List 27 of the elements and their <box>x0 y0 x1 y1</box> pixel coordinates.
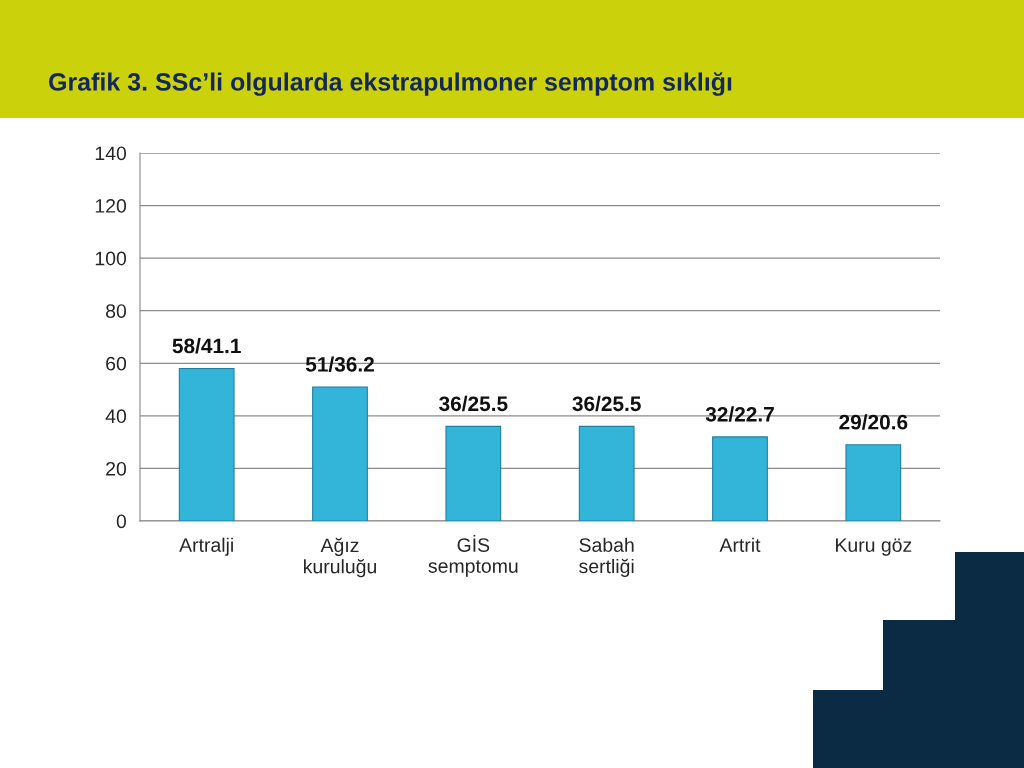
y-tick-label: 120 <box>95 199 127 213</box>
data-label: 58/41.1 <box>172 338 241 354</box>
bar <box>712 436 768 521</box>
y-tick-label: 80 <box>106 304 127 318</box>
y-tick-label: 20 <box>106 461 127 476</box>
data-label: 36/25.5 <box>572 395 641 412</box>
y-tick-label: 140 <box>95 146 127 161</box>
data-label: 51/36.2 <box>305 356 374 372</box>
bar <box>845 444 902 521</box>
bar <box>312 386 368 521</box>
y-tick-label: 100 <box>95 251 127 266</box>
y-tick-label: 40 <box>105 409 127 424</box>
data-label: 29/20.6 <box>839 414 908 430</box>
x-tick-label: Artrit <box>719 537 761 552</box>
chart-title: Grafik 3. SSc’li olgularda ekstrapulmoner semptom sıklığı <box>49 72 732 96</box>
bar <box>445 425 502 521</box>
x-tick-label: Kuru göz <box>836 538 912 556</box>
x-tick-label: Ağız kuruluğu <box>304 537 376 578</box>
y-tick-label: 0 <box>116 514 127 529</box>
data-label: 36/25.5 <box>439 395 508 412</box>
y-tick-label: 60 <box>106 356 127 371</box>
x-tick-label: GİS semptomu <box>428 534 518 577</box>
data-label: 32/22.7 <box>705 406 774 422</box>
x-tick-label: Sabah sertliği <box>579 537 634 578</box>
bar <box>178 367 235 521</box>
bar <box>578 425 635 521</box>
x-tick-label: Artralji <box>179 537 233 556</box>
